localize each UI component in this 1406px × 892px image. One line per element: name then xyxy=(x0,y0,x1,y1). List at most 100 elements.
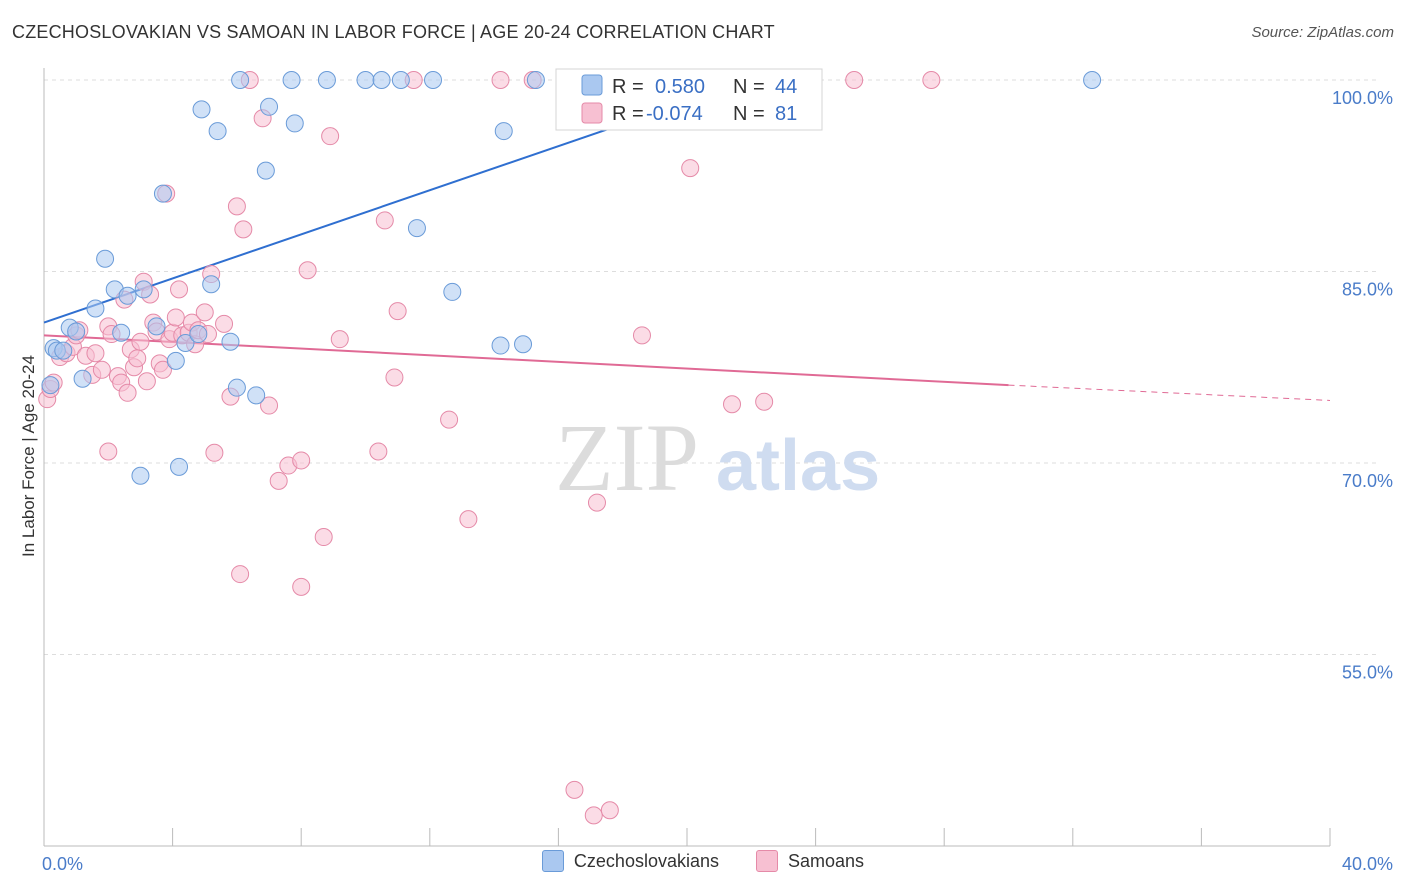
x-tick-label-max: 40.0% xyxy=(1342,854,1393,874)
samoan-point[interactable] xyxy=(681,159,700,178)
czechoslovakian-point[interactable] xyxy=(192,100,211,119)
samoan-point[interactable] xyxy=(600,801,619,820)
samoan-point[interactable] xyxy=(292,577,311,596)
czechoslovakian-point[interactable] xyxy=(407,219,426,238)
samoan-point[interactable] xyxy=(153,360,172,379)
stats-r-value-pink: -0.074 xyxy=(646,103,703,125)
samoan-point[interactable] xyxy=(269,471,288,490)
legend-swatch-pink xyxy=(756,850,779,872)
czechoslovakian-point[interactable] xyxy=(443,282,462,301)
czechoslovakian-point[interactable] xyxy=(166,351,185,370)
samoan-point[interactable] xyxy=(260,396,279,415)
czechoslovakian-point[interactable] xyxy=(202,275,221,294)
czechoslovakian-point[interactable] xyxy=(256,161,275,180)
samoan-point[interactable] xyxy=(330,330,349,349)
samoan-point[interactable] xyxy=(723,395,742,414)
czechoslovakian-point[interactable] xyxy=(282,71,301,89)
czechoslovakian-point[interactable] xyxy=(1083,71,1102,89)
legend-item-czechoslovakians[interactable]: Czechoslovakians xyxy=(541,850,719,872)
stats-box: R = 0.580 N = 44 R = -0.074 N = 81 xyxy=(555,68,823,131)
czechoslovakian-point[interactable] xyxy=(41,376,60,395)
samoan-point[interactable] xyxy=(195,303,214,322)
czechoslovakian-point[interactable] xyxy=(424,71,443,89)
samoan-point[interactable] xyxy=(491,71,510,89)
stats-n-label-blue: N = xyxy=(733,76,765,98)
czechoslovakian-point[interactable] xyxy=(208,122,227,141)
czechoslovakian-point[interactable] xyxy=(231,71,250,89)
legend-item-samoans[interactable]: Samoans xyxy=(756,850,864,872)
samoan-point[interactable] xyxy=(369,442,388,461)
czechoslovakian-point[interactable] xyxy=(153,184,172,203)
samoan-point[interactable] xyxy=(234,220,253,239)
samoan-point[interactable] xyxy=(137,372,156,391)
samoan-point[interactable] xyxy=(215,314,234,333)
czechoslovakian-point[interactable] xyxy=(86,299,105,318)
samoan-point[interactable] xyxy=(205,443,224,462)
czechoslovakian-point[interactable] xyxy=(96,249,115,268)
samoan-point[interactable] xyxy=(131,332,150,351)
czechoslovakian-point[interactable] xyxy=(317,71,336,89)
samoan-point[interactable] xyxy=(128,349,147,368)
y-tick-label: 55.0% xyxy=(1342,663,1393,683)
watermark-zip: ZIP xyxy=(555,404,699,511)
samoan-point[interactable] xyxy=(375,211,394,230)
samoan-point[interactable] xyxy=(170,280,189,299)
samoan-point[interactable] xyxy=(99,442,118,461)
samoan-point[interactable] xyxy=(584,806,603,825)
samoan-point[interactable] xyxy=(321,127,340,146)
stats-r-label-blue: R = xyxy=(612,76,644,98)
czechoslovakian-point[interactable] xyxy=(526,71,545,89)
samoan-point[interactable] xyxy=(632,326,651,345)
samoan-point[interactable] xyxy=(298,261,317,280)
samoan-point[interactable] xyxy=(587,493,606,512)
stats-r-label-pink: R = xyxy=(612,103,644,125)
czechoslovakian-point[interactable] xyxy=(285,114,304,133)
tick-labels: 55.0% 70.0% 85.0% 100.0% 0.0% 40.0% xyxy=(42,88,1393,874)
samoan-point[interactable] xyxy=(86,344,105,363)
czechoslovakian-point[interactable] xyxy=(112,323,131,342)
samoan-point[interactable] xyxy=(388,302,407,321)
czechoslovakian-point[interactable] xyxy=(147,317,166,336)
samoan-point[interactable] xyxy=(166,308,185,327)
czechoslovakian-point[interactable] xyxy=(131,466,150,485)
samoan-point[interactable] xyxy=(118,383,137,402)
czechoslovakian-point[interactable] xyxy=(391,71,410,89)
czechoslovakian-point[interactable] xyxy=(372,71,391,89)
czechoslovakian-point[interactable] xyxy=(260,97,279,116)
czechoslovakian-point[interactable] xyxy=(170,457,189,476)
czechoslovakian-point[interactable] xyxy=(118,286,137,305)
czechoslovakian-point[interactable] xyxy=(67,322,86,341)
samoan-point[interactable] xyxy=(227,197,246,216)
czechoslovakian-point[interactable] xyxy=(247,386,266,405)
samoan-point[interactable] xyxy=(231,565,250,584)
x-tick-label-min: 0.0% xyxy=(42,854,83,874)
stats-n-value-pink: 81 xyxy=(775,103,797,125)
czechoslovakian-point[interactable] xyxy=(54,341,73,360)
czechoslovakian-point[interactable] xyxy=(189,325,208,344)
stats-swatch-pink xyxy=(581,102,603,124)
czechoslovakian-point[interactable] xyxy=(134,280,153,299)
czechoslovakian-point[interactable] xyxy=(176,333,195,352)
samoan-point[interactable] xyxy=(385,368,404,387)
stats-n-label-pink: N = xyxy=(733,103,765,125)
czechoslovakian-point[interactable] xyxy=(221,332,240,351)
samoan-point[interactable] xyxy=(755,392,774,411)
chart-title: CZECHOSLOVAKIAN VS SAMOAN IN LABOR FORCE… xyxy=(12,22,775,42)
samoan-point[interactable] xyxy=(459,510,478,529)
czechoslovakian-point[interactable] xyxy=(73,369,92,388)
samoan-point[interactable] xyxy=(292,451,311,470)
czechoslovakian-point[interactable] xyxy=(494,122,513,141)
czechoslovakian-point[interactable] xyxy=(514,335,533,354)
samoan-point[interactable] xyxy=(92,360,111,379)
samoan-point[interactable] xyxy=(922,71,941,89)
samoan-point[interactable] xyxy=(565,780,584,799)
samoan-point[interactable] xyxy=(845,71,864,89)
czechoslovakian-point[interactable] xyxy=(491,336,510,355)
czechoslovakian-point[interactable] xyxy=(227,378,246,397)
samoan-point[interactable] xyxy=(314,528,333,547)
czechoslovakian-point[interactable] xyxy=(356,71,375,89)
legend-label-samoans: Samoans xyxy=(788,850,865,871)
trend-line-samoans xyxy=(43,334,1009,387)
samoan-point[interactable] xyxy=(440,410,459,429)
